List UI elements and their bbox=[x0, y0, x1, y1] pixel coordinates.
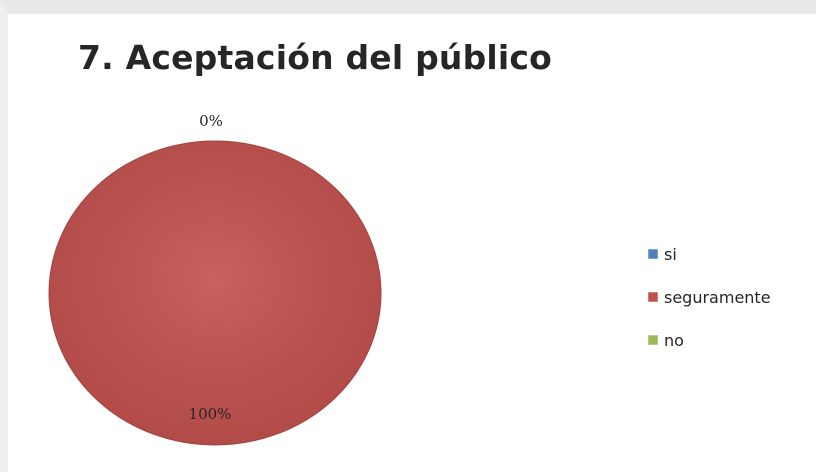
pie-slices bbox=[48, 140, 382, 446]
legend-swatch-seguramente bbox=[647, 291, 659, 303]
pie-data-labels: 0% 100% bbox=[189, 112, 232, 423]
legend-swatch-si bbox=[647, 248, 659, 260]
pie-slice-seguramente-shading bbox=[49, 141, 381, 445]
chart-title: 7. Aceptación del público bbox=[78, 38, 553, 77]
legend-label-no: no bbox=[664, 331, 684, 350]
data-label-seguramente: 100% bbox=[189, 405, 232, 423]
legend-label-seguramente: seguramente bbox=[664, 288, 771, 307]
legend-label-si: si bbox=[664, 245, 677, 264]
chart-legend: si seguramente no bbox=[647, 245, 771, 350]
legend-swatch-no bbox=[647, 334, 659, 346]
data-label-si: 0% bbox=[199, 112, 223, 130]
